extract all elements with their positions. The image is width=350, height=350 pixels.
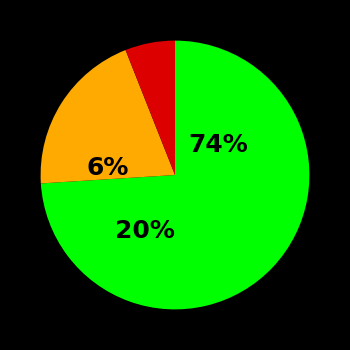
Text: 20%: 20% — [116, 219, 175, 244]
Wedge shape — [126, 41, 175, 175]
Text: 6%: 6% — [86, 156, 129, 180]
Text: 74%: 74% — [188, 133, 248, 158]
Wedge shape — [41, 50, 175, 183]
Wedge shape — [41, 41, 309, 309]
